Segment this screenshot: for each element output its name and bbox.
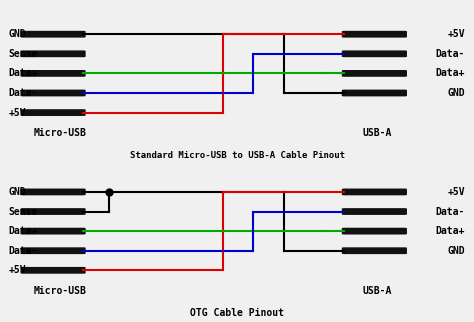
Text: Data+: Data+: [436, 68, 465, 78]
Text: Data+: Data+: [9, 226, 38, 236]
Text: Sense: Sense: [9, 49, 38, 59]
Text: +5V: +5V: [447, 187, 465, 197]
Text: +5V: +5V: [9, 108, 27, 118]
Text: GND: GND: [447, 246, 465, 256]
Text: +5V: +5V: [9, 265, 27, 275]
FancyBboxPatch shape: [342, 228, 407, 234]
Text: Micro-USB: Micro-USB: [34, 286, 86, 296]
Text: OTG Cable Pinout: OTG Cable Pinout: [190, 308, 284, 318]
Text: Data-: Data-: [436, 206, 465, 216]
FancyBboxPatch shape: [20, 267, 86, 274]
FancyBboxPatch shape: [342, 31, 407, 38]
FancyBboxPatch shape: [342, 208, 407, 215]
Text: USB-A: USB-A: [362, 286, 392, 296]
Text: Data+: Data+: [9, 68, 38, 78]
FancyBboxPatch shape: [20, 189, 86, 195]
Text: Data+: Data+: [436, 226, 465, 236]
Text: GND: GND: [9, 187, 27, 197]
FancyBboxPatch shape: [20, 90, 86, 96]
FancyBboxPatch shape: [20, 228, 86, 234]
Text: Standard Micro-USB to USB-A Cable Pinout: Standard Micro-USB to USB-A Cable Pinout: [129, 151, 345, 160]
FancyBboxPatch shape: [342, 51, 407, 57]
FancyBboxPatch shape: [20, 31, 86, 38]
FancyBboxPatch shape: [20, 51, 86, 57]
FancyBboxPatch shape: [342, 70, 407, 77]
Text: GND: GND: [447, 88, 465, 98]
FancyBboxPatch shape: [20, 247, 86, 254]
FancyBboxPatch shape: [20, 70, 86, 77]
Text: Data-: Data-: [436, 49, 465, 59]
FancyBboxPatch shape: [342, 90, 407, 96]
Text: GND: GND: [9, 29, 27, 39]
Text: Data-: Data-: [9, 88, 38, 98]
Text: Micro-USB: Micro-USB: [34, 128, 86, 138]
Text: USB-A: USB-A: [362, 128, 392, 138]
FancyBboxPatch shape: [20, 208, 86, 215]
Text: Data-: Data-: [9, 246, 38, 256]
Text: Sense: Sense: [9, 206, 38, 216]
FancyBboxPatch shape: [342, 189, 407, 195]
FancyBboxPatch shape: [342, 247, 407, 254]
FancyBboxPatch shape: [20, 109, 86, 116]
Text: +5V: +5V: [447, 29, 465, 39]
